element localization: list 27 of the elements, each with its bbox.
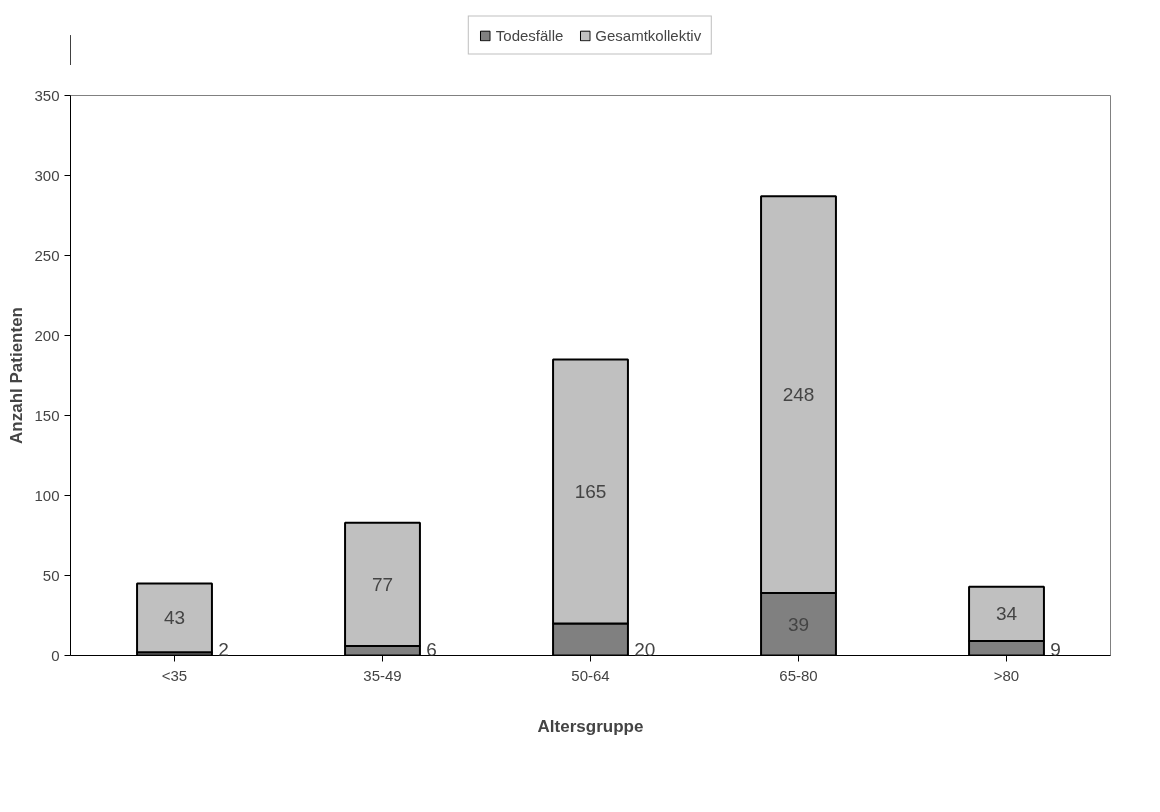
y-tick-label: 200 bbox=[34, 326, 60, 344]
x-tick-label: <35 bbox=[161, 666, 188, 684]
y-tick-label: 350 bbox=[34, 86, 60, 104]
y-tick-label: 300 bbox=[34, 166, 60, 184]
y-tick-label: 50 bbox=[42, 566, 60, 584]
data-label: 9 bbox=[1050, 638, 1061, 660]
data-label: 34 bbox=[995, 603, 1018, 625]
data-label: 39 bbox=[787, 613, 810, 635]
legend-label: Todesfälle bbox=[495, 26, 564, 44]
x-tick-label: 35-49 bbox=[363, 666, 402, 684]
data-label: 2 bbox=[218, 638, 229, 660]
data-label: 77 bbox=[371, 573, 394, 595]
x-tick-label: >80 bbox=[993, 666, 1020, 684]
y-tick-label: 100 bbox=[34, 486, 60, 504]
data-label: 20 bbox=[634, 638, 656, 660]
y-tick-label: 150 bbox=[34, 406, 60, 424]
x-axis-title: Altersgruppe bbox=[537, 716, 644, 736]
y-axis-title: Anzahl Patienten bbox=[7, 307, 27, 444]
data-label: 6 bbox=[426, 638, 437, 660]
data-label: 43 bbox=[163, 607, 186, 629]
y-tick-label: 250 bbox=[34, 246, 60, 264]
data-label: 248 bbox=[782, 384, 815, 406]
legend-label: Gesamtkollektiv bbox=[595, 26, 702, 44]
y-tick-label: 0 bbox=[51, 646, 60, 664]
x-tick-label: 65-80 bbox=[779, 666, 818, 684]
data-label: 165 bbox=[574, 481, 607, 502]
x-tick-label: 50-64 bbox=[571, 666, 610, 684]
